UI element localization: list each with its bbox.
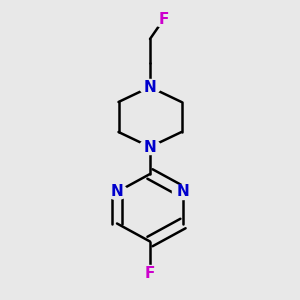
Ellipse shape — [106, 184, 128, 200]
Ellipse shape — [172, 184, 194, 200]
Text: N: N — [144, 80, 156, 94]
Ellipse shape — [152, 11, 175, 28]
Ellipse shape — [139, 79, 161, 95]
Ellipse shape — [139, 139, 161, 155]
Text: N: N — [111, 184, 123, 200]
Ellipse shape — [139, 265, 161, 281]
Text: F: F — [158, 12, 169, 27]
Text: N: N — [177, 184, 189, 200]
Text: F: F — [145, 266, 155, 280]
Text: N: N — [144, 140, 156, 154]
